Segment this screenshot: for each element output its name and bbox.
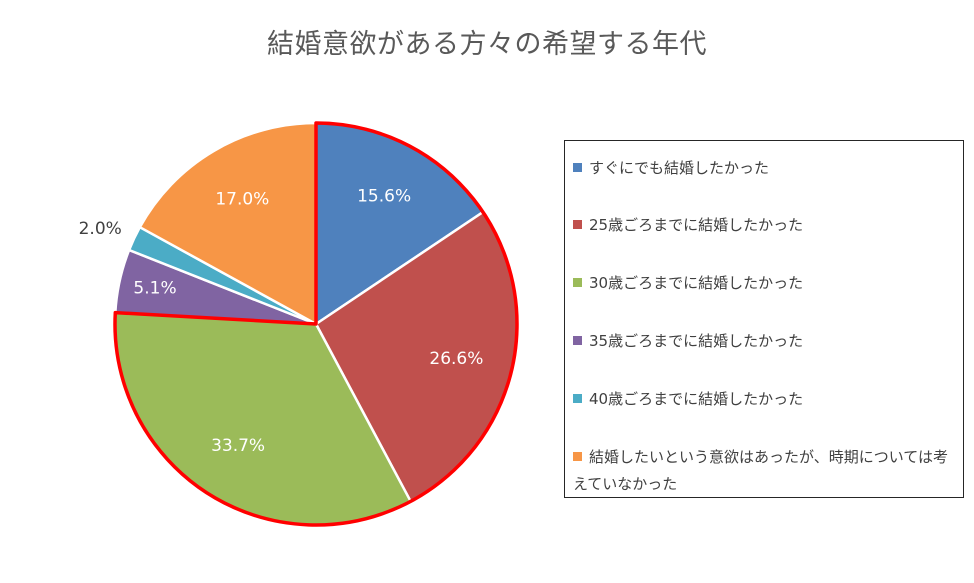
legend-swatch (573, 336, 582, 345)
pie-slices (113, 121, 519, 527)
legend-swatch (573, 452, 582, 461)
legend-item: 25歳ごろまでに結婚したかった (573, 212, 957, 239)
slice-label: 33.7% (211, 436, 265, 456)
slice-labels: 15.6% 26.6% 33.7% 5.1% 2.0% 17.0% (79, 186, 484, 456)
chart-title: 結婚意欲がある方々の希望する年代 (267, 29, 707, 60)
legend-label: 40歳ごろまでに結婚したかった (589, 390, 804, 408)
highlight-outline (113, 121, 519, 527)
legend-swatch (573, 278, 582, 287)
legend-item: 30歳ごろまでに結婚したかった (573, 270, 957, 297)
legend: すぐにでも結婚したかった 25歳ごろまでに結婚したかった 30歳ごろまでに結婚し… (564, 140, 964, 498)
legend-label: 30歳ごろまでに結婚したかった (589, 274, 804, 292)
slice-label: 17.0% (215, 189, 269, 209)
legend-swatch (573, 394, 582, 403)
legend-item: 35歳ごろまでに結婚したかった (573, 328, 957, 355)
slice-label: 2.0% (79, 219, 122, 239)
slice-label: 26.6% (429, 349, 483, 369)
legend-label: 結婚したいという意欲はあったが、時期については考えていなかった (573, 448, 948, 493)
legend-item: 40歳ごろまでに結婚したかった (573, 386, 957, 413)
legend-label: すぐにでも結婚したかった (589, 159, 770, 177)
pie-slice (138, 121, 318, 327)
legend-item: すぐにでも結婚したかった (573, 155, 957, 182)
slice-label: 5.1% (133, 279, 176, 299)
legend-label: 25歳ごろまでに結婚したかった (589, 216, 804, 234)
slice-label: 15.6% (357, 186, 411, 206)
legend-swatch (573, 220, 582, 229)
legend-swatch (573, 163, 582, 172)
legend-label: 35歳ごろまでに結婚したかった (589, 332, 804, 350)
legend-item: 結婚したいという意欲はあったが、時期については考えていなかった (573, 444, 957, 498)
